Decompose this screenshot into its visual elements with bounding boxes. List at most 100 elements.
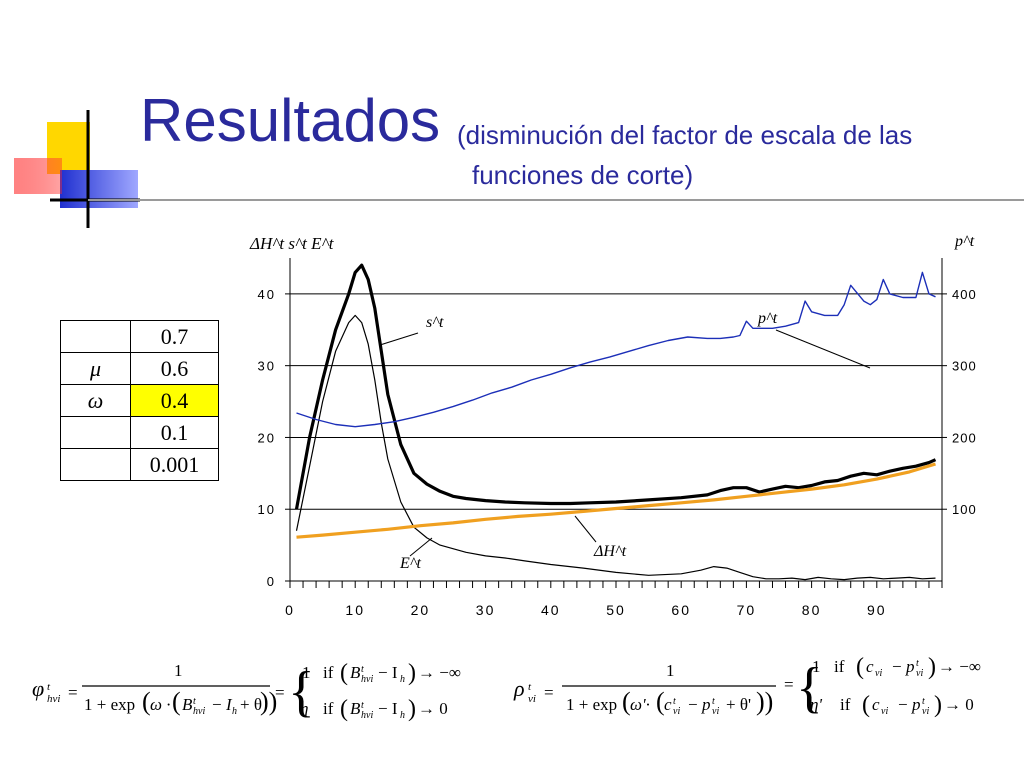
param-value: 0.1	[130, 416, 219, 449]
slide-subtitle-line1: (disminución del factor de escala de las	[457, 120, 913, 150]
phi-symbol: φ	[32, 676, 44, 701]
svg-text:(: (	[142, 687, 151, 716]
svg-text:vi: vi	[922, 706, 929, 717]
svg-text:t: t	[922, 696, 925, 707]
svg-text:→ −∞: → −∞	[938, 657, 981, 676]
svg-text:1: 1	[812, 657, 821, 676]
rho-symbol: ρ	[513, 676, 525, 701]
y-tick-label-left: 20	[258, 430, 276, 445]
svg-text:{: {	[796, 657, 823, 719]
svg-text:p: p	[701, 695, 711, 714]
svg-text:): )	[934, 692, 942, 718]
y-tick-label-right: 200	[952, 430, 977, 445]
svg-text:vi: vi	[528, 693, 536, 705]
svg-text:if: if	[840, 695, 851, 714]
formula-phi: φ t hvi = 1 1 + exp ( ω · ( B t hvi − I …	[32, 660, 461, 723]
title-rule	[88, 199, 1024, 201]
svg-text:vi: vi	[875, 668, 882, 679]
svg-text:vi: vi	[881, 706, 888, 717]
param-value: 0.4	[130, 384, 219, 417]
series-annotation: p^t	[757, 310, 778, 327]
svg-text:1: 1	[302, 663, 311, 682]
svg-text:1: 1	[174, 661, 183, 680]
svg-text:t: t	[712, 696, 715, 707]
svg-text:−: −	[688, 695, 698, 714]
param-row: 0.001	[60, 448, 219, 481]
svg-text:B: B	[350, 663, 361, 682]
svg-text:1 + exp: 1 + exp	[566, 695, 617, 714]
logo-shapes	[14, 110, 140, 228]
svg-text:if: if	[323, 663, 334, 682]
x-tick-label: 60	[671, 602, 691, 618]
svg-text:→ −∞: → −∞	[418, 663, 461, 682]
svg-text:− I: − I	[378, 699, 398, 718]
series-line-2	[296, 462, 936, 539]
x-tick-label: 40	[541, 602, 561, 618]
formula-rho: ρ t vi = 1 1 + exp ( ω'· ( c t vi − p t …	[513, 654, 981, 719]
svg-text:hvi: hvi	[47, 693, 60, 705]
param-row: 0.7	[60, 320, 219, 353]
svg-text:p: p	[905, 657, 915, 676]
svg-text:(: (	[340, 660, 348, 686]
x-tick-label: 70	[737, 602, 757, 618]
x-tick-label: 50	[606, 602, 626, 618]
svg-text:(: (	[862, 692, 870, 718]
x-tick-label: 80	[802, 602, 822, 618]
series-line-1	[295, 314, 936, 581]
slide-title: Resultados	[140, 87, 441, 154]
param-symbol: μ	[60, 352, 131, 385]
svg-text:hvi: hvi	[361, 710, 373, 721]
svg-text:ω'·: ω'·	[630, 695, 650, 714]
y-tick-label-left: 30	[258, 359, 276, 374]
parameter-table: 0.7 μ 0.6 ω 0.4 0.1 0.001	[60, 320, 219, 481]
svg-text:B: B	[182, 695, 193, 714]
y-tick-label-left: 0	[267, 574, 276, 589]
svg-text:1: 1	[666, 661, 675, 680]
svg-text:c: c	[872, 695, 880, 714]
right-axis-label: p^t	[954, 233, 975, 250]
svg-text:=: =	[544, 683, 554, 702]
svg-text:hvi: hvi	[193, 706, 205, 717]
annotation-leader	[574, 515, 597, 543]
svg-text:if: if	[323, 699, 334, 718]
svg-text:h: h	[400, 674, 405, 685]
svg-text:(: (	[856, 654, 864, 680]
svg-text:vi: vi	[673, 706, 680, 717]
svg-text:): )	[928, 654, 936, 680]
y-tick-label-left: 40	[258, 287, 276, 302]
svg-text:(: (	[622, 687, 631, 716]
y-tick-label-left: 10	[258, 502, 276, 517]
decorative-logo	[0, 100, 140, 230]
series-line-0	[294, 263, 937, 510]
svg-text:h: h	[232, 706, 237, 717]
annotation-leader	[379, 332, 419, 346]
svg-text:=: =	[275, 683, 285, 702]
x-tick-label: 90	[867, 602, 887, 618]
svg-text:t: t	[361, 664, 364, 675]
svg-text:→ 0: → 0	[418, 699, 448, 718]
svg-text:− I: − I	[378, 663, 398, 682]
svg-text:p: p	[911, 695, 921, 714]
svg-text:η': η'	[810, 695, 822, 714]
annotation-leader	[409, 537, 433, 557]
series-annotation: E^t	[399, 555, 422, 572]
svg-text:=: =	[784, 675, 794, 694]
series-annotation: s^t	[426, 314, 444, 331]
svg-text:−: −	[898, 695, 908, 714]
series-annotation: ΔH^t	[593, 543, 627, 560]
svg-text:h: h	[400, 710, 405, 721]
svg-text:−: −	[892, 657, 902, 676]
param-value: 0.7	[130, 320, 219, 353]
svg-text:1 + exp: 1 + exp	[84, 695, 135, 714]
param-row: μ 0.6	[60, 352, 219, 385]
svg-text:+ θ': + θ'	[726, 695, 751, 714]
svg-text:t: t	[193, 696, 196, 707]
svg-text:t: t	[528, 681, 532, 693]
svg-text:B: B	[350, 699, 361, 718]
svg-text:→ 0: → 0	[944, 695, 974, 714]
svg-text:): )	[408, 660, 416, 686]
series-line-3	[296, 271, 936, 428]
x-tick-label: 30	[476, 602, 496, 618]
param-value: 0.001	[130, 448, 219, 481]
